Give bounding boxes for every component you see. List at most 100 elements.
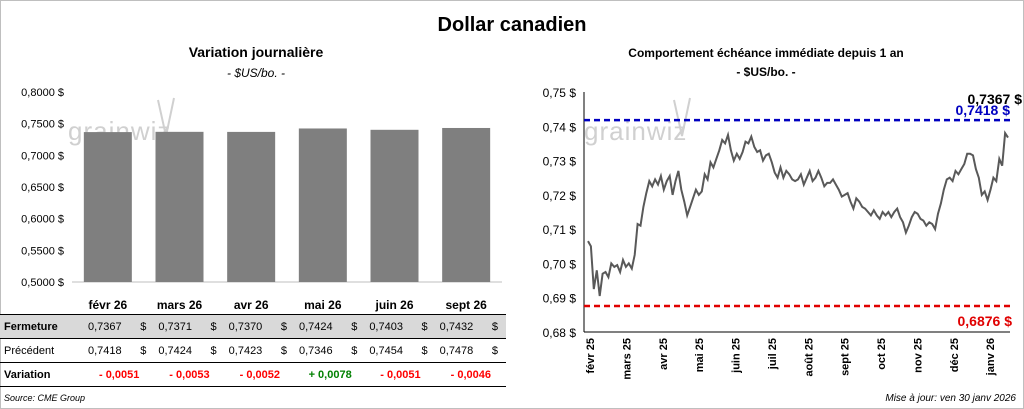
table-cell: 0,7478 $ [436,339,506,363]
table-row: Fermeture 0,7367 $0,7371 $0,7370 $0,7424 $0,7… [0,314,506,339]
row-label: Variation [0,362,84,387]
table-cell: 0,7370 $ [224,314,295,339]
high-value-label: 0,7418 $ [956,102,1011,118]
table-cell: 0,7367 $ [84,314,155,339]
cell-currency: $ [421,320,428,333]
cell-currency: $ [280,320,287,333]
series-line [587,130,1009,297]
x-tick-label: nov 25 [912,338,924,373]
row-label: Précédent [4,344,55,357]
bar [155,131,204,282]
x-tick-label: févr 26 [88,298,127,312]
cell-currency: $ [210,320,217,333]
cell-currency: $ [140,320,147,333]
x-tick-label: juin 26 [374,298,413,312]
table-row: Variation - 0,0051 - 0,0053 - 0,0052 + 0,007… [0,362,506,387]
table-cell: 0,7403 $ [365,314,436,339]
source-note: Source: CME Group [4,393,86,403]
variation-value: - 0,0051 [380,368,421,381]
table-cell: 0,7346 $ [295,339,365,363]
x-tick-label: oct 25 [876,338,888,370]
table-cell: - 0,0046 [435,362,506,387]
variation-value: - 0,0051 [98,368,140,381]
bar [442,127,491,283]
cell-value: 0,7370 [228,320,263,333]
cell-currency: $ [421,344,428,357]
table-cell: - 0,0051 [365,362,436,387]
variation-value: - 0,0053 [169,368,210,381]
table-cell: - 0,0052 [224,362,295,387]
cell-value: 0,7424 [158,344,192,357]
x-tick-label: avr 25 [658,338,670,370]
y-tick-label: 0,6500 $ [21,182,64,194]
table-cell: 0,7424 $ [294,314,366,339]
y-tick-label: 0,5500 $ [21,245,64,257]
x-tick-label: janv 26 [985,338,997,376]
y-tick-label: 0,72 $ [543,189,577,203]
left-chart-title: Variation journalière [188,44,324,60]
cell-value: 0,7371 [158,320,192,333]
x-tick-label: avr 26 [234,298,269,312]
cell-value: 0,7423 [228,344,263,357]
bar [83,132,132,282]
cell-value: 0,7418 [88,344,122,357]
y-tick-label: 0,73 $ [543,155,577,169]
y-tick-label: 0,5000 $ [21,277,64,289]
table-cell: 0,7418 $ [84,339,154,363]
x-tick-label: févr 25 [585,338,597,373]
y-tick-label: 0,69 $ [543,292,577,306]
x-tick-label: mai 26 [304,298,342,312]
left-chart-subtitle: - $US/bo. - [226,66,286,80]
y-tick-label: 0,7500 $ [21,119,64,131]
cell-currency: $ [491,344,498,357]
variation-value: + 0,0078 [308,368,352,381]
table-cell: 0,7423 $ [225,339,295,363]
y-tick-label: 0,68 $ [543,326,577,340]
cell-currency: $ [351,344,358,357]
x-tick-label: mars 26 [157,298,203,312]
cell-value: 0,7367 [88,320,122,333]
right-chart-subtitle: - $US/bo. - [736,65,796,79]
table-cell: 0,7371 $ [154,314,225,339]
bar [370,129,419,282]
right-chart-title: Comportement échéance immédiate depuis 1… [628,46,904,60]
y-tick-label: 0,71 $ [543,223,577,237]
cell-value: 0,7346 [298,344,333,357]
x-tick-label: août 25 [803,338,815,377]
cell-currency: $ [140,344,147,357]
bar [298,128,347,282]
cell-value: 0,7403 [369,320,403,333]
x-tick-label: juil 25 [767,338,779,370]
cell-value: 0,7432 [439,320,474,333]
cell-value: 0,7478 [439,344,474,357]
x-tick-label: juin 25 [731,338,743,374]
y-tick-label: 0,75 $ [543,86,577,100]
cell-value: 0,7454 [369,344,403,357]
table-cell: + 0,0078 [294,362,366,387]
cell-currency: $ [491,320,498,333]
variation-table: Fermeture 0,7367 $0,7371 $0,7370 $0,7424 $0,7… [0,314,506,387]
table-cell: 0,7454 $ [365,339,435,363]
variation-value: - 0,0046 [450,368,491,381]
update-note: Mise à jour: ven 30 janv 2026 [885,393,1016,404]
cell-currency: $ [351,320,358,333]
variation-value: - 0,0052 [239,368,280,381]
y-tick-label: 0,8000 $ [21,87,64,99]
low-value-label: 0,6876 $ [958,313,1013,329]
x-tick-label: mai 25 [694,338,706,372]
bar [227,131,276,282]
x-tick-label: sept 26 [445,298,487,312]
cell-value: 0,7424 [298,320,333,333]
main-title: Dollar canadien [437,14,587,36]
last-value-label: 0,7367 $ [968,91,1023,107]
x-tick-label: sept 25 [840,338,852,376]
row-label: Fermeture [0,314,84,339]
cell-currency: $ [210,344,217,357]
table-cell: 0,7432 $ [435,314,506,339]
cell-currency: $ [280,344,287,357]
table-cell: - 0,0051 [84,362,155,387]
x-tick-label: déc 25 [949,338,961,372]
watermark-logo-mark [673,97,691,137]
